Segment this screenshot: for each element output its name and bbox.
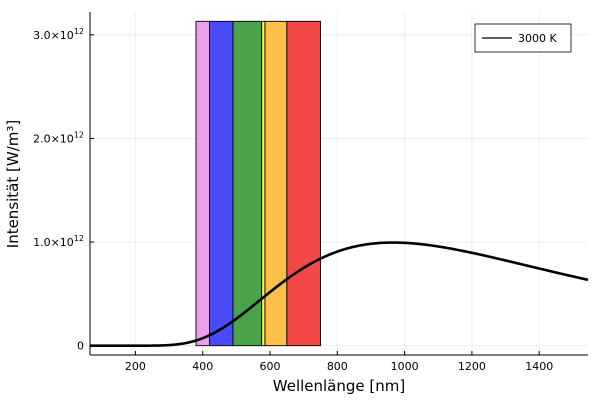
spectrum-band-1 xyxy=(209,20,234,347)
spectrum-band-2 xyxy=(232,20,263,347)
legend: 3000 K xyxy=(474,23,572,53)
y-tick-label-2: 2.0×1012 xyxy=(33,130,84,145)
legend-label-0: 3000 K xyxy=(518,32,557,45)
x-tick-label-2: 600 xyxy=(260,360,281,373)
spectrum-band-5 xyxy=(286,20,321,347)
y-tick-label-3: 3.0×1012 xyxy=(33,27,84,42)
x-tick-label-6: 1400 xyxy=(525,360,553,373)
x-tick-label-3: 800 xyxy=(327,360,348,373)
spectrum-band-0 xyxy=(195,20,210,347)
x-tick-label-1: 400 xyxy=(192,360,213,373)
grid xyxy=(90,12,588,355)
x-axis-label: Wellenlänge [nm] xyxy=(273,377,405,395)
y-axis-label: Intensität [W/m³] xyxy=(4,120,22,248)
spectrum-bands xyxy=(195,20,321,347)
axes xyxy=(89,12,588,356)
x-tick-label-4: 1000 xyxy=(391,360,419,373)
x-tick-label-5: 1200 xyxy=(458,360,486,373)
y-tick-label-0: 0 xyxy=(77,340,84,353)
series-lines xyxy=(89,241,589,347)
x-tick-label-0: 200 xyxy=(125,360,146,373)
spectrum-band-4 xyxy=(264,20,288,347)
series-line-0 xyxy=(89,241,589,347)
x-tick-labels: 200 400 600 800 1000 1200 1400 xyxy=(125,360,553,373)
y-tick-label-1: 1.0×1012 xyxy=(33,234,84,249)
y-tick-labels: 0 1.0×1012 2.0×1012 3.0×1012 xyxy=(33,27,84,353)
